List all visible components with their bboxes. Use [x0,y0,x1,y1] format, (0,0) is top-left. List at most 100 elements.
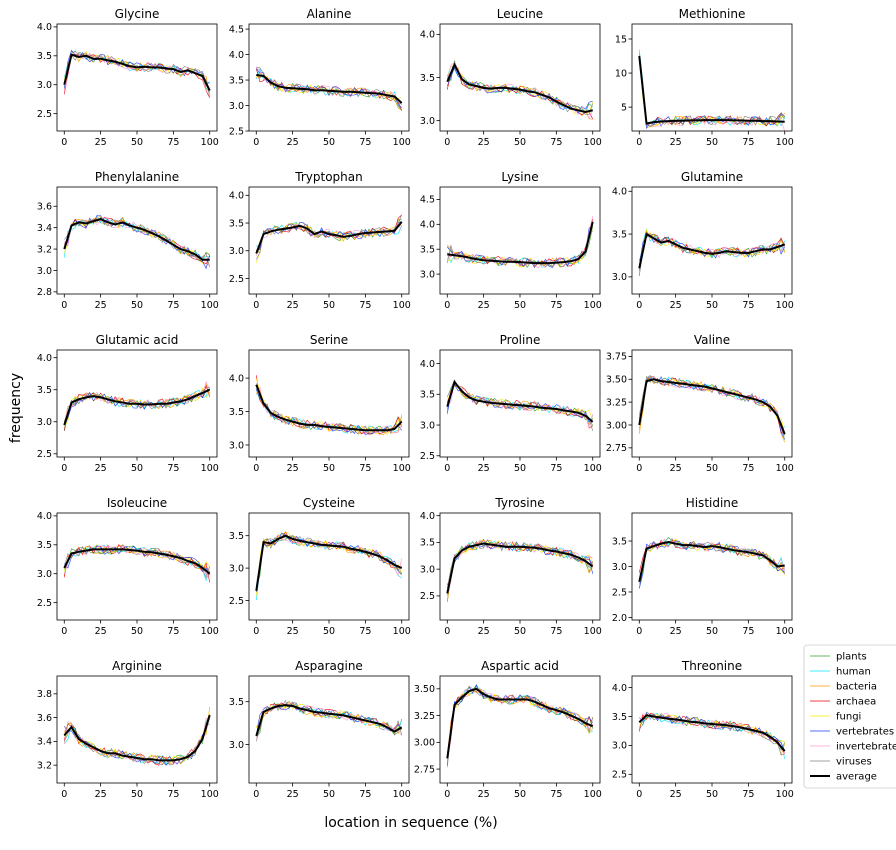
legend-label-bacteria: bacteria [836,682,877,693]
panel-proline: Proline 0 25 50 75 100 2.5 3.0 3.5 4.0 [420,333,602,474]
x-tick-label: 0 [61,137,67,148]
panel-title: Leucine [497,7,543,21]
series-line-average [63,218,210,261]
x-tick-label: 0 [61,300,67,311]
y-tick-label: 2.5 [612,587,627,598]
series-line-archaea [256,68,402,111]
series-line-vertebrates [64,388,210,426]
panel-lysine: Lysine 0 25 50 75 100 3.0 3.5 4.0 4.5 [420,170,602,311]
series-line-viruses [256,383,402,435]
x-tick-label: 100 [201,463,219,474]
series-line-plants [256,535,402,588]
panel-glutamic-acid: Glutamic acid 0 25 50 75 100 2.5 3.0 3.5 4.0 [37,333,219,474]
panel-threonine: Threonine 0 25 50 75 100 2.5 3.0 3.5 4.0 [612,659,794,800]
series-lines [255,530,403,601]
x-tick-label: 0 [253,463,259,474]
series-line-viruses [639,540,785,589]
x-tick-label: 50 [323,789,335,800]
x-tick-label: 75 [359,137,371,148]
legend-label-plants: plants [836,652,867,663]
x-tick-label: 50 [514,137,526,148]
panel-title: Glycine [115,7,160,21]
y-tick-label: 3.0 [612,741,627,752]
series-line-invertebrates [447,382,593,430]
series-line-archaea [639,230,785,271]
x-tick-label: 75 [550,463,562,474]
series-line-archaea [447,219,593,268]
series-lines [638,49,785,131]
series-line-average [638,232,786,269]
legend-label-fungi: fungi [836,712,861,723]
x-tick-label: 50 [323,137,335,148]
y-tick-label: 3.6 [37,202,52,213]
x-tick-label: 75 [359,626,371,637]
x-tick-label: 75 [359,789,371,800]
x-tick-label: 50 [323,300,335,311]
x-tick-label: 75 [359,300,371,311]
panel-title: Methionine [679,7,746,21]
series-line-vertebrates [256,532,402,592]
y-tick-label: 2.5 [229,274,244,285]
y-tick-label: 4.0 [420,220,435,231]
series-line-invertebrates [639,375,785,433]
x-tick-label: 25 [95,137,107,148]
y-tick-label: 4.0 [420,30,435,41]
panel-isoleucine: Isoleucine 0 25 50 75 100 2.5 3.0 3.5 4.0 [37,496,219,637]
x-tick-label: 75 [167,626,179,637]
panel-title: Phenylalanine [95,170,179,184]
y-tick-label: 3.5 [229,407,244,418]
series-line-vertebrates [447,67,593,114]
series-line-bacteria [447,691,593,755]
y-tick-label: 4.0 [229,373,244,384]
series-line-average [63,388,211,426]
x-tick-label: 25 [478,789,490,800]
x-tick-label: 0 [253,300,259,311]
y-tick-label: 3.6 [37,713,52,724]
panel-asparagine: Asparagine 0 25 50 75 100 3.0 3.5 [229,659,411,800]
series-line-archaea [256,375,402,435]
series-line-human [256,533,402,601]
x-tick-label: 100 [584,626,602,637]
y-tick-label: 2.75 [606,443,627,454]
y-tick-label: 3.2 [37,760,52,771]
y-tick-label: 3.5 [229,697,244,708]
series-line-vertebrates [256,221,402,253]
panel-aspartic-acid: Aspartic acid 0 25 50 75 100 2.75 3.00 3.25 3.50 [414,659,602,800]
legend: plants human bacteria archaea fungi vertebrat… [803,644,896,789]
x-tick-label: 50 [514,300,526,311]
x-tick-label: 75 [742,137,754,148]
x-tick-label: 100 [201,137,219,148]
x-tick-label: 25 [478,300,490,311]
x-tick-label: 50 [131,626,143,637]
x-tick-label: 25 [670,300,682,311]
series-line-average [255,221,403,254]
series-lines [446,538,594,603]
y-tick-label: 2.75 [414,764,435,775]
x-tick-label: 0 [61,626,67,637]
y-tick-label: 3.75 [606,352,627,363]
y-tick-label: 2.5 [229,596,244,607]
series-line-average [63,53,211,91]
x-tick-label: 100 [776,463,794,474]
y-tick-label: 3.0 [37,80,52,91]
panel-title: Isoleucine [107,496,167,510]
y-tick-label: 2.5 [37,449,52,460]
y-tick-label: 3.5 [229,218,244,229]
y-tick-label: 3.5 [229,75,244,86]
y-tick-label: 3.5 [420,73,435,84]
series-lines [638,711,786,760]
y-tick-label: 3.5 [612,712,627,723]
y-tick-label: 4.0 [229,191,244,202]
x-tick-label: 25 [95,626,107,637]
series-line-fungi [447,688,593,757]
panel-frame [439,512,601,621]
x-tick-label: 0 [636,626,642,637]
x-tick-label: 0 [636,137,642,148]
y-tick-label: 3.00 [606,420,627,431]
x-tick-label: 100 [584,463,602,474]
y-tick-label: 3.2 [37,244,52,255]
panel-title: Proline [500,333,541,347]
panel-tyrosine: Tyrosine 0 25 50 75 100 2.5 3.0 3.5 4.0 [420,496,602,637]
y-tick-label: 3.0 [420,564,435,575]
legend-label-viruses: viruses [836,757,872,768]
